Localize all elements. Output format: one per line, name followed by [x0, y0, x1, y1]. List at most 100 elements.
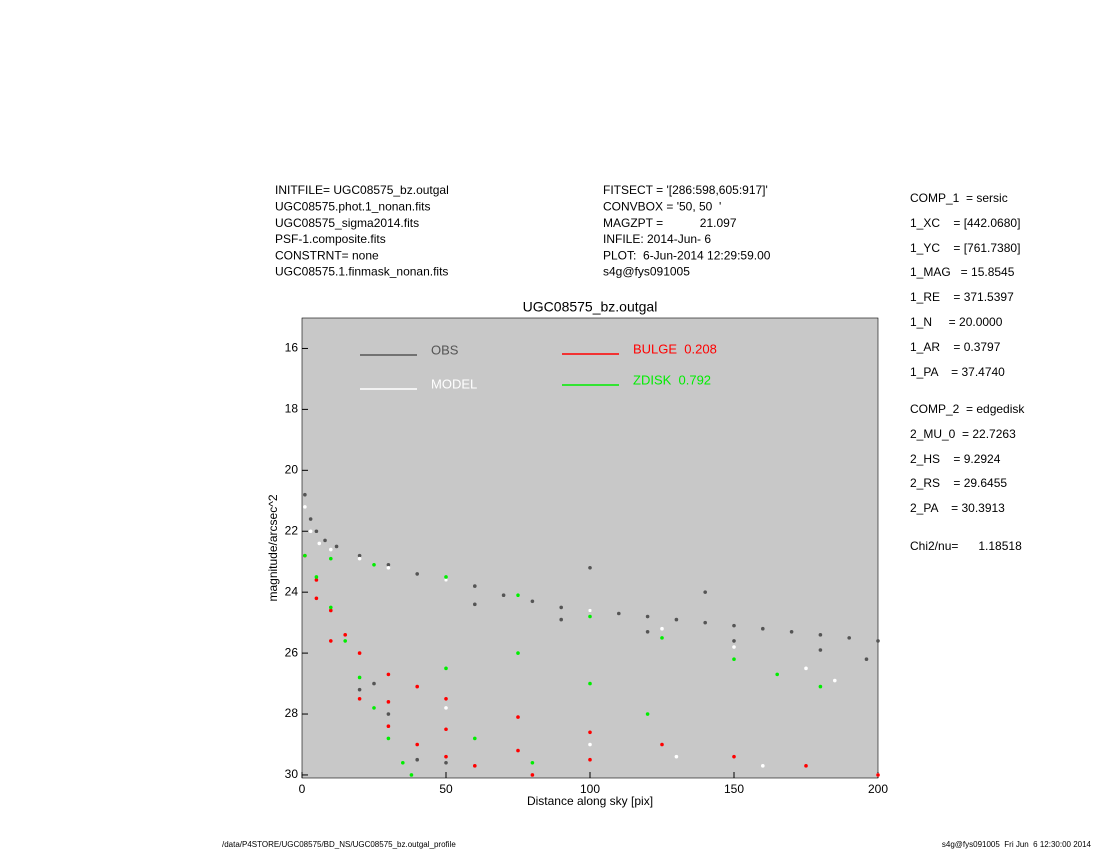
point: [415, 757, 420, 762]
point: [343, 633, 348, 637]
point: [357, 687, 362, 692]
point: [516, 593, 520, 598]
point: [588, 566, 592, 570]
point: [444, 727, 448, 732]
point: [323, 538, 327, 543]
header-line: INFILE: 2014-Jun- 6: [603, 232, 711, 246]
point: [588, 757, 592, 762]
parameter: COMP_1 = sersic: [910, 191, 1008, 205]
parameter: 2_HS = 9.2924: [910, 452, 1001, 466]
point: [386, 566, 391, 570]
point: [674, 754, 679, 759]
point: [303, 492, 307, 497]
point: [401, 760, 405, 765]
point: [473, 736, 477, 741]
point: [588, 742, 592, 747]
point: [530, 599, 535, 604]
point: [775, 672, 779, 677]
point: [415, 572, 420, 576]
y-tick-label: 24: [285, 584, 299, 598]
point: [303, 553, 307, 558]
point: [732, 645, 736, 649]
header-line: UGC08575.phot.1_nonan.fits: [275, 199, 430, 213]
x-tick-label: 50: [439, 782, 453, 796]
legend-label: OBS: [431, 342, 459, 357]
point: [588, 681, 592, 686]
parameter: 1_N = 20.0000: [910, 315, 1003, 329]
point: [645, 629, 650, 634]
x-tick-label: 100: [580, 782, 600, 796]
point: [357, 556, 362, 561]
x-axis-label: Distance along sky [pix]: [527, 794, 653, 808]
point: [329, 547, 333, 552]
point: [530, 760, 535, 765]
header-line: FITSECT = '[286:598,605:917]': [603, 183, 768, 197]
point: [617, 611, 621, 616]
point: [516, 748, 520, 753]
point: [588, 614, 592, 619]
point: [847, 636, 851, 640]
point: [473, 764, 477, 768]
point: [660, 636, 664, 640]
parameter: 1_YC = [761.7380]: [910, 241, 1020, 255]
header-line: s4g@fys091005: [603, 265, 690, 279]
y-tick-label: 26: [285, 645, 299, 659]
point: [308, 529, 313, 534]
point: [703, 590, 707, 594]
point: [818, 633, 823, 637]
point: [329, 639, 333, 643]
legend-label: MODEL: [431, 376, 477, 391]
point: [645, 712, 650, 716]
point: [818, 684, 823, 689]
point: [530, 773, 535, 777]
y-tick-label: 28: [285, 706, 299, 720]
point: [444, 666, 448, 671]
point: [372, 562, 376, 567]
point: [314, 529, 319, 534]
point: [804, 666, 808, 671]
y-tick-label: 18: [285, 402, 299, 416]
point: [789, 629, 794, 634]
point: [444, 578, 448, 582]
point: [386, 736, 391, 741]
x-tick-label: 200: [868, 782, 888, 796]
header-line: PLOT: 6-Jun-2014 12:29:59.00: [603, 248, 771, 262]
point: [357, 675, 362, 680]
point: [444, 706, 448, 710]
point: [372, 706, 376, 710]
point: [804, 764, 808, 768]
point: [761, 626, 765, 631]
point: [334, 544, 339, 549]
point: [761, 764, 765, 768]
parameter: 1_RE = 371.5397: [910, 290, 1014, 304]
point: [864, 657, 869, 661]
point: [444, 575, 448, 579]
x-tick-label: 150: [724, 782, 744, 796]
point: [386, 700, 391, 704]
parameter: 2_MU_0 = 22.7263: [910, 427, 1016, 441]
parameter: 1_PA = 37.4740: [910, 365, 1005, 379]
point: [314, 578, 319, 582]
plot-area: [301, 317, 879, 779]
point: [833, 678, 837, 683]
point: [588, 730, 592, 735]
point: [559, 617, 563, 622]
point: [314, 575, 319, 579]
point: [732, 623, 736, 628]
point: [314, 596, 319, 601]
header-line: INITFILE= UGC08575_bz.outgal: [275, 183, 449, 197]
point: [501, 593, 506, 598]
point: [357, 651, 362, 655]
header-line: CONVBOX = '50, 50 ': [603, 199, 721, 213]
point: [343, 639, 348, 643]
chart-title: UGC08575_bz.outgal: [523, 299, 658, 315]
point: [329, 608, 333, 613]
parameter: COMP_2 = edgedisk: [910, 402, 1025, 416]
point: [473, 602, 477, 607]
y-axis-label: magnitude/arcsec^2: [266, 494, 280, 601]
point: [386, 712, 391, 716]
point: [876, 639, 880, 643]
footer-left: /data/P4STORE/UGC08575/BD_NS/UGC08575_bz…: [222, 840, 456, 849]
point: [386, 562, 391, 567]
